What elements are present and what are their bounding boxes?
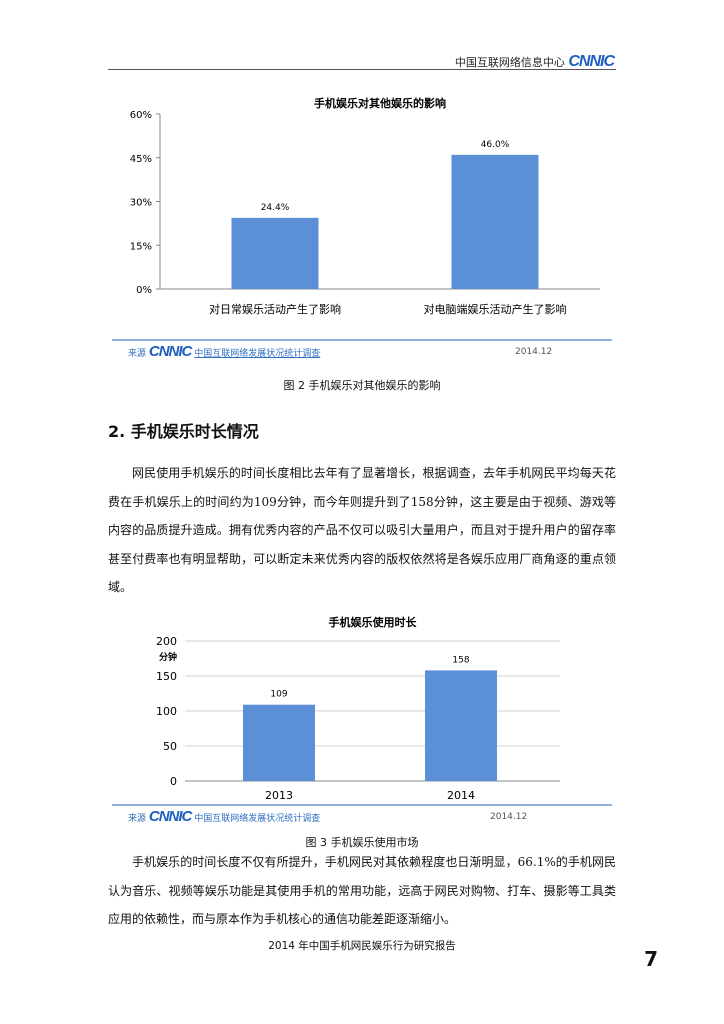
y-tick-label: 0% [136, 285, 152, 296]
y-tick-label: 30% [130, 198, 152, 209]
paragraph-2: 手机娱乐的时间长度不仅有所提升，手机网民对其依赖程度也日渐明显，66.1%的手机… [108, 855, 616, 926]
figure2-source-divider [112, 339, 612, 341]
header: 中国互联网络信息中心 CNNIC [454, 53, 615, 71]
y-tick-label: 100 [156, 705, 177, 718]
cnnic-logo: CNNIC [568, 53, 615, 70]
page-number: 7 [644, 947, 658, 971]
source-name: 中国互联网络发展状况统计调查 [194, 349, 321, 359]
data-label: 158 [452, 655, 469, 665]
figure2-source: 来源 CNNIC 中国互联网络发展状况统计调查 [128, 343, 320, 360]
source-name: 中国互联网络发展状况统计调查 [194, 814, 321, 824]
header-org: 中国互联网络信息中心 [454, 56, 565, 69]
y-tick-label: 0 [170, 775, 177, 788]
data-label: 24.4% [261, 203, 290, 213]
figure3-source: 来源 CNNIC 中国互联网络发展状况统计调查 [128, 808, 320, 825]
y-tick-label: 200 [156, 635, 177, 648]
figure2-date: 2014.12 [515, 347, 553, 357]
figure3-caption: 图 3 手机娱乐使用市场 [305, 836, 419, 849]
y-tick-label: 50 [163, 740, 177, 753]
figure3-date: 2014.12 [490, 812, 528, 822]
chart-other-entertainment-impact: 手机娱乐对其他娱乐的影响 0% 15% 30% 45% 60% 24.4% 对日常娱乐活动产生… [130, 96, 600, 316]
source-label: 来源 [128, 814, 147, 824]
bar [231, 217, 319, 289]
source-logo: CNNIC [148, 808, 192, 825]
bar [451, 154, 539, 289]
x-category-label: 对电脑端娱乐活动产生了影响 [424, 302, 567, 316]
chart-title: 手机娱乐对其他娱乐的影响 [314, 96, 446, 110]
figure2-caption: 图 2 手机娱乐对其他娱乐的影响 [283, 379, 441, 392]
section-heading: 2. 手机娱乐时长情况 [108, 422, 259, 441]
header-divider [108, 69, 616, 70]
bar [425, 670, 497, 781]
chart-title: 手机娱乐使用时长 [329, 615, 418, 629]
x-category-label: 对日常娱乐活动产生了影响 [209, 302, 341, 316]
data-label: 109 [270, 690, 287, 700]
section-paragraph: 网民使用手机娱乐的时间长度相比去年有了显著增长，根据调查，去年手机网民平均每天花… [108, 466, 616, 594]
y-axis-label: 分钟 [159, 651, 177, 663]
source-logo: CNNIC [148, 343, 192, 360]
y-tick-label: 150 [156, 670, 177, 683]
y-tick-label: 15% [130, 241, 152, 252]
data-label: 46.0% [481, 140, 510, 150]
y-tick-label: 45% [130, 154, 152, 165]
source-label: 来源 [128, 349, 147, 359]
bar [243, 704, 315, 781]
report-footer: 2014 年中国手机网民娱乐行为研究报告 [268, 940, 456, 952]
y-tick-label: 60% [130, 110, 152, 121]
x-category-label: 2013 [265, 789, 293, 802]
x-category-label: 2014 [447, 789, 475, 802]
figure3-source-divider [112, 804, 612, 806]
chart-usage-duration: 手机娱乐使用时长 0 50 100 150 200 分钟 109 2013 158 2014 [156, 615, 560, 802]
